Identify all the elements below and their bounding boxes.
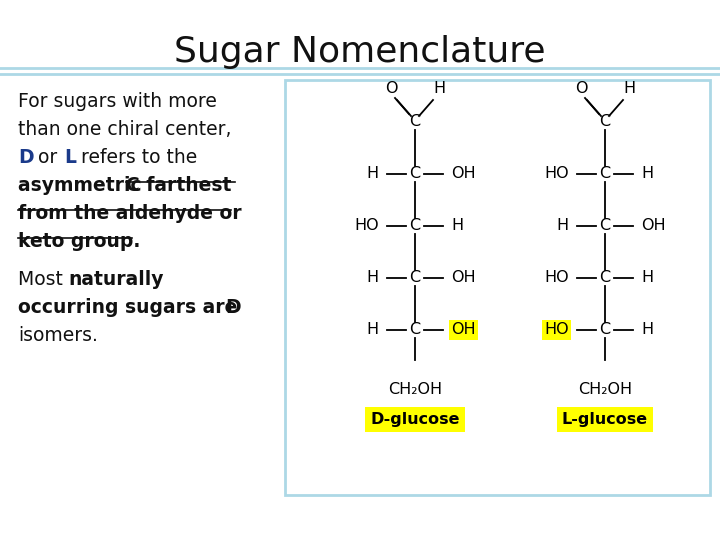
Text: asymmetric: asymmetric xyxy=(18,176,148,195)
Text: naturally: naturally xyxy=(68,270,163,289)
Text: Most: Most xyxy=(18,270,69,289)
Text: H: H xyxy=(367,322,379,338)
Text: occurring sugars are: occurring sugars are xyxy=(18,298,244,317)
Text: H: H xyxy=(641,271,653,286)
Text: OH: OH xyxy=(641,219,665,233)
Text: OH: OH xyxy=(451,271,476,286)
Text: H: H xyxy=(641,166,653,181)
Text: OH: OH xyxy=(451,166,476,181)
Text: H: H xyxy=(641,322,653,338)
Text: C: C xyxy=(600,271,611,286)
Text: OH: OH xyxy=(451,322,476,338)
Text: isomers.: isomers. xyxy=(18,326,98,345)
Text: HO: HO xyxy=(544,166,569,181)
Text: HO: HO xyxy=(544,271,569,286)
Text: D-glucose: D-glucose xyxy=(370,412,460,427)
Text: from the aldehyde or: from the aldehyde or xyxy=(18,204,242,223)
Text: For sugars with more: For sugars with more xyxy=(18,92,217,111)
Text: than one chiral center,: than one chiral center, xyxy=(18,120,232,139)
Text: C farthest: C farthest xyxy=(126,176,231,195)
Text: or: or xyxy=(32,148,63,167)
Text: HO: HO xyxy=(354,219,379,233)
FancyBboxPatch shape xyxy=(285,80,710,495)
Text: CH₂OH: CH₂OH xyxy=(388,382,442,397)
Text: CH₂OH: CH₂OH xyxy=(578,382,632,397)
Text: refers to the: refers to the xyxy=(75,148,197,167)
Text: O: O xyxy=(575,81,588,96)
Text: C: C xyxy=(600,114,611,130)
Text: C: C xyxy=(410,271,420,286)
Text: H: H xyxy=(623,81,635,96)
Text: H: H xyxy=(433,81,445,96)
Text: C: C xyxy=(410,166,420,181)
Text: C: C xyxy=(600,322,611,338)
Text: D: D xyxy=(18,148,34,167)
Text: keto group.: keto group. xyxy=(18,232,140,251)
Text: C: C xyxy=(600,219,611,233)
Text: L: L xyxy=(64,148,76,167)
Text: C: C xyxy=(410,219,420,233)
Text: H: H xyxy=(451,219,463,233)
Text: H: H xyxy=(557,219,569,233)
Text: Sugar Nomenclature: Sugar Nomenclature xyxy=(174,35,546,69)
Text: C: C xyxy=(600,166,611,181)
Text: D: D xyxy=(225,298,240,317)
Text: L-glucose: L-glucose xyxy=(562,412,648,427)
Text: H: H xyxy=(367,166,379,181)
Text: C: C xyxy=(410,322,420,338)
Text: C: C xyxy=(410,114,420,130)
Text: O: O xyxy=(384,81,397,96)
Text: H: H xyxy=(367,271,379,286)
Text: HO: HO xyxy=(544,322,569,338)
